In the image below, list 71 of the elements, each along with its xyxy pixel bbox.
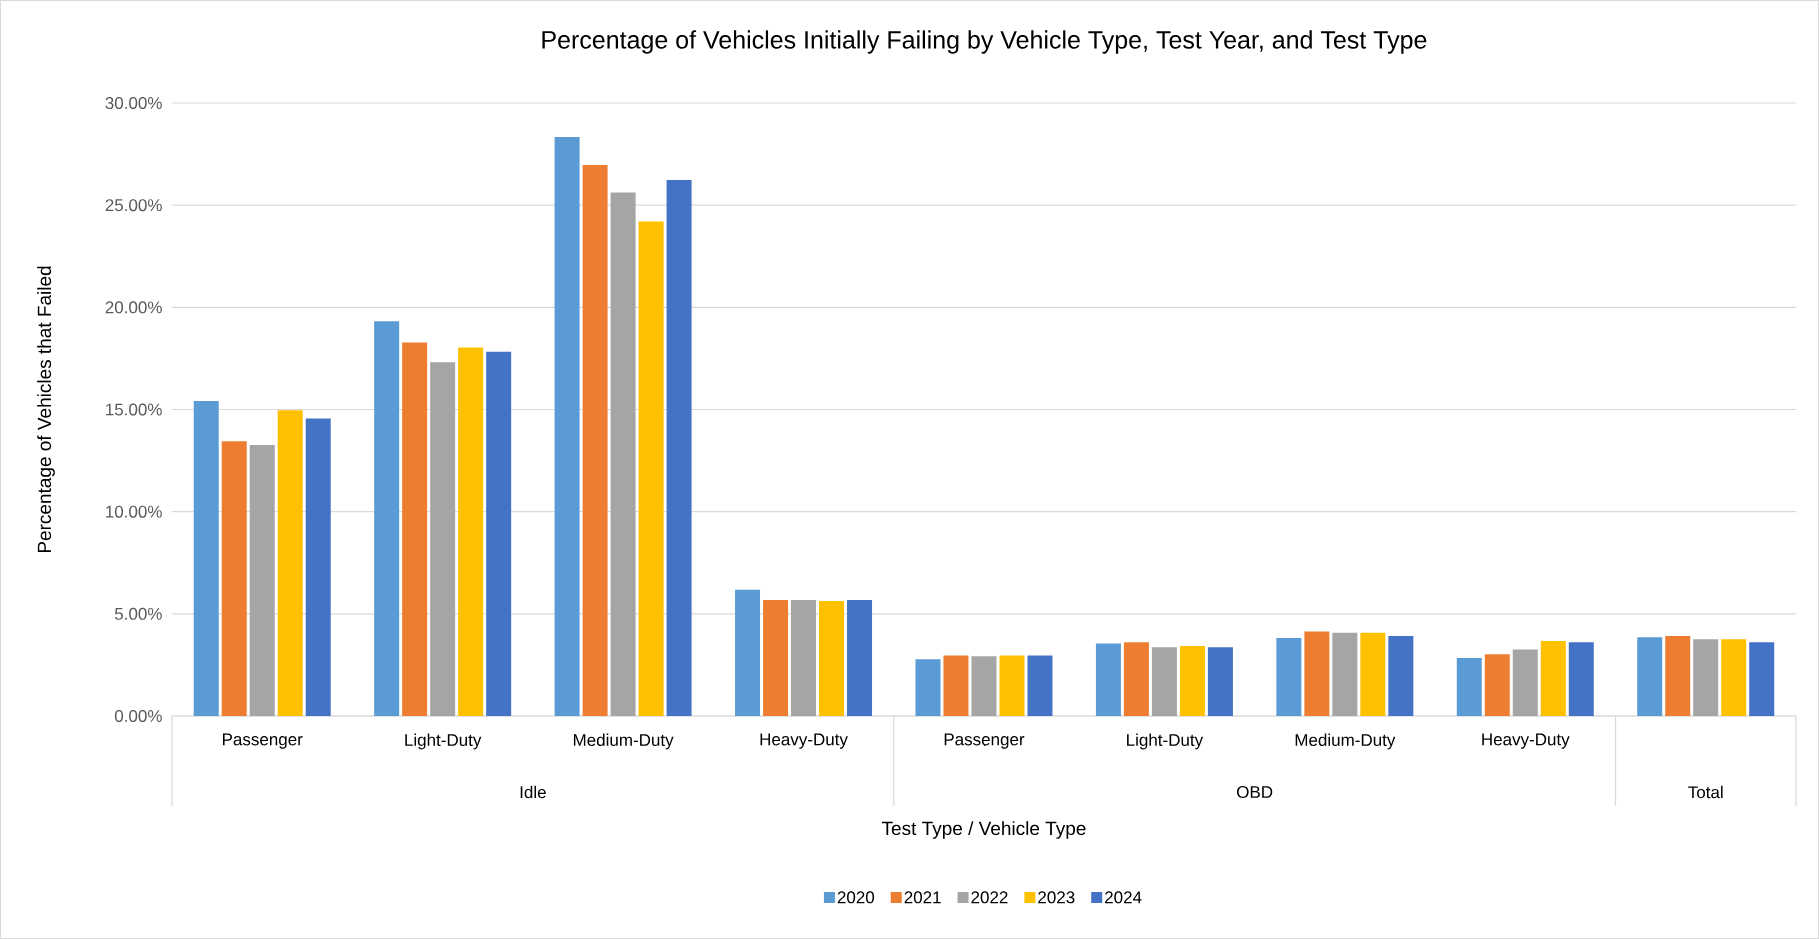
- x-tick-label: Light-Duty: [1127, 733, 1204, 750]
- bar: [1540, 641, 1566, 716]
- bar: [305, 418, 331, 716]
- legend-label: 2024: [1105, 891, 1142, 904]
- bar: [791, 599, 817, 716]
- y-tick-label: 5.00%: [114, 607, 162, 620]
- bar: [221, 441, 247, 716]
- y-tick-label: 0.00%: [114, 709, 162, 723]
- bar: [1665, 636, 1691, 716]
- bar: [1512, 649, 1538, 716]
- bar: [582, 165, 608, 716]
- bar: [735, 589, 761, 716]
- bar: [1304, 631, 1330, 716]
- text: Total: [1688, 785, 1723, 799]
- bar: [430, 362, 456, 716]
- x-axis-title: Test Type / Vehicle Type: [881, 821, 1086, 839]
- y-axis-title: Percentage of Vehicles that Failed: [37, 266, 55, 553]
- bar: [277, 410, 303, 716]
- bar: [402, 342, 428, 716]
- bar: [1749, 642, 1775, 716]
- legend-label: 2023: [1038, 891, 1075, 904]
- bar: [763, 599, 789, 716]
- bar: [1207, 647, 1233, 716]
- bar: [847, 599, 873, 716]
- bar: [999, 655, 1025, 716]
- bar: [1276, 637, 1302, 716]
- bar: [943, 655, 969, 716]
- bar: [249, 445, 275, 716]
- bar: [666, 180, 692, 716]
- bar: [1360, 632, 1386, 716]
- text: OBD: [1237, 785, 1273, 799]
- bar: [1388, 636, 1414, 716]
- bar: [1721, 639, 1747, 716]
- bar: [915, 659, 941, 716]
- bar: [458, 347, 484, 716]
- y-tick-label: 25.00%: [105, 199, 162, 212]
- x-tick-label: Heavy-Duty: [1482, 733, 1570, 749]
- bar: [1095, 643, 1121, 716]
- legend-label: 2021: [904, 891, 941, 904]
- bar: [486, 351, 512, 716]
- bar: [971, 656, 997, 716]
- bar: [1637, 637, 1663, 716]
- bar: [374, 321, 400, 716]
- legend-label: 2020: [837, 891, 875, 904]
- bar: [1456, 657, 1482, 716]
- y-tick-label: 15.00%: [106, 403, 162, 416]
- bar: [1332, 632, 1358, 716]
- legend-label: 2022: [971, 891, 1008, 904]
- x-tick-label: Passenger: [944, 733, 1025, 749]
- bar: [819, 600, 845, 716]
- bar: [554, 136, 580, 716]
- y-tick-label: 30.00%: [105, 96, 162, 110]
- chart-title: Percentage of Vehicles Initially Failing by Vehicle Type, Test Year, and Test Type: [542, 30, 1427, 54]
- x-tick-label: Medium-Duty: [1295, 733, 1396, 750]
- x-tick-label: Heavy-Duty: [760, 733, 848, 749]
- y-tick-label: 20.00%: [105, 301, 162, 314]
- bar: [1179, 645, 1205, 716]
- text: Idle: [520, 785, 546, 799]
- bar: [610, 192, 636, 716]
- bar: [1568, 642, 1594, 716]
- bar: [1693, 639, 1719, 716]
- x-tick-label: Medium-Duty: [573, 733, 674, 750]
- x-tick-label: Passenger: [222, 733, 303, 749]
- x-tick-label: Light-Duty: [405, 733, 482, 750]
- bar: [1027, 655, 1053, 716]
- y-tick-label: 10.00%: [106, 505, 162, 518]
- bar: [638, 221, 664, 716]
- bar: [1151, 647, 1177, 716]
- bar: [1484, 654, 1510, 716]
- bar: [193, 401, 219, 716]
- bar: [1123, 642, 1149, 716]
